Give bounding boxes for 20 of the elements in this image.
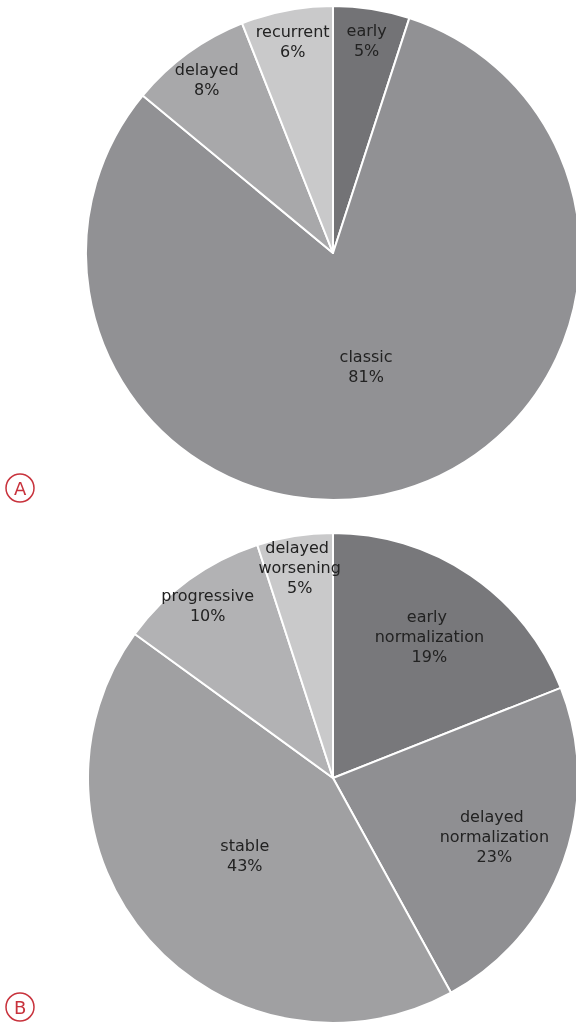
text: A [14,477,27,499]
slice-label: delayed normalization [439,806,550,846]
data-label: 23% [476,846,513,866]
data-label: 19% [411,646,448,666]
data-label: 81% [348,367,384,387]
slice-label: early [346,21,387,41]
slice-label: delayed [174,59,239,79]
data-label: 8% [194,79,220,99]
slice-label: classic [339,347,393,367]
slice-label: stable [220,836,270,856]
data-label: 43% [227,856,263,876]
slice-label: progressive [161,586,255,606]
slice-label: recurrent [255,22,330,42]
data-label: 10% [189,606,226,626]
data-label: 6% [280,42,306,62]
data-label: 5% [353,41,380,61]
slice-label: early normalization [374,606,485,646]
data-label: 5% [286,577,313,597]
slice-label: delayed worsening [258,537,341,577]
text: B [14,996,27,1018]
